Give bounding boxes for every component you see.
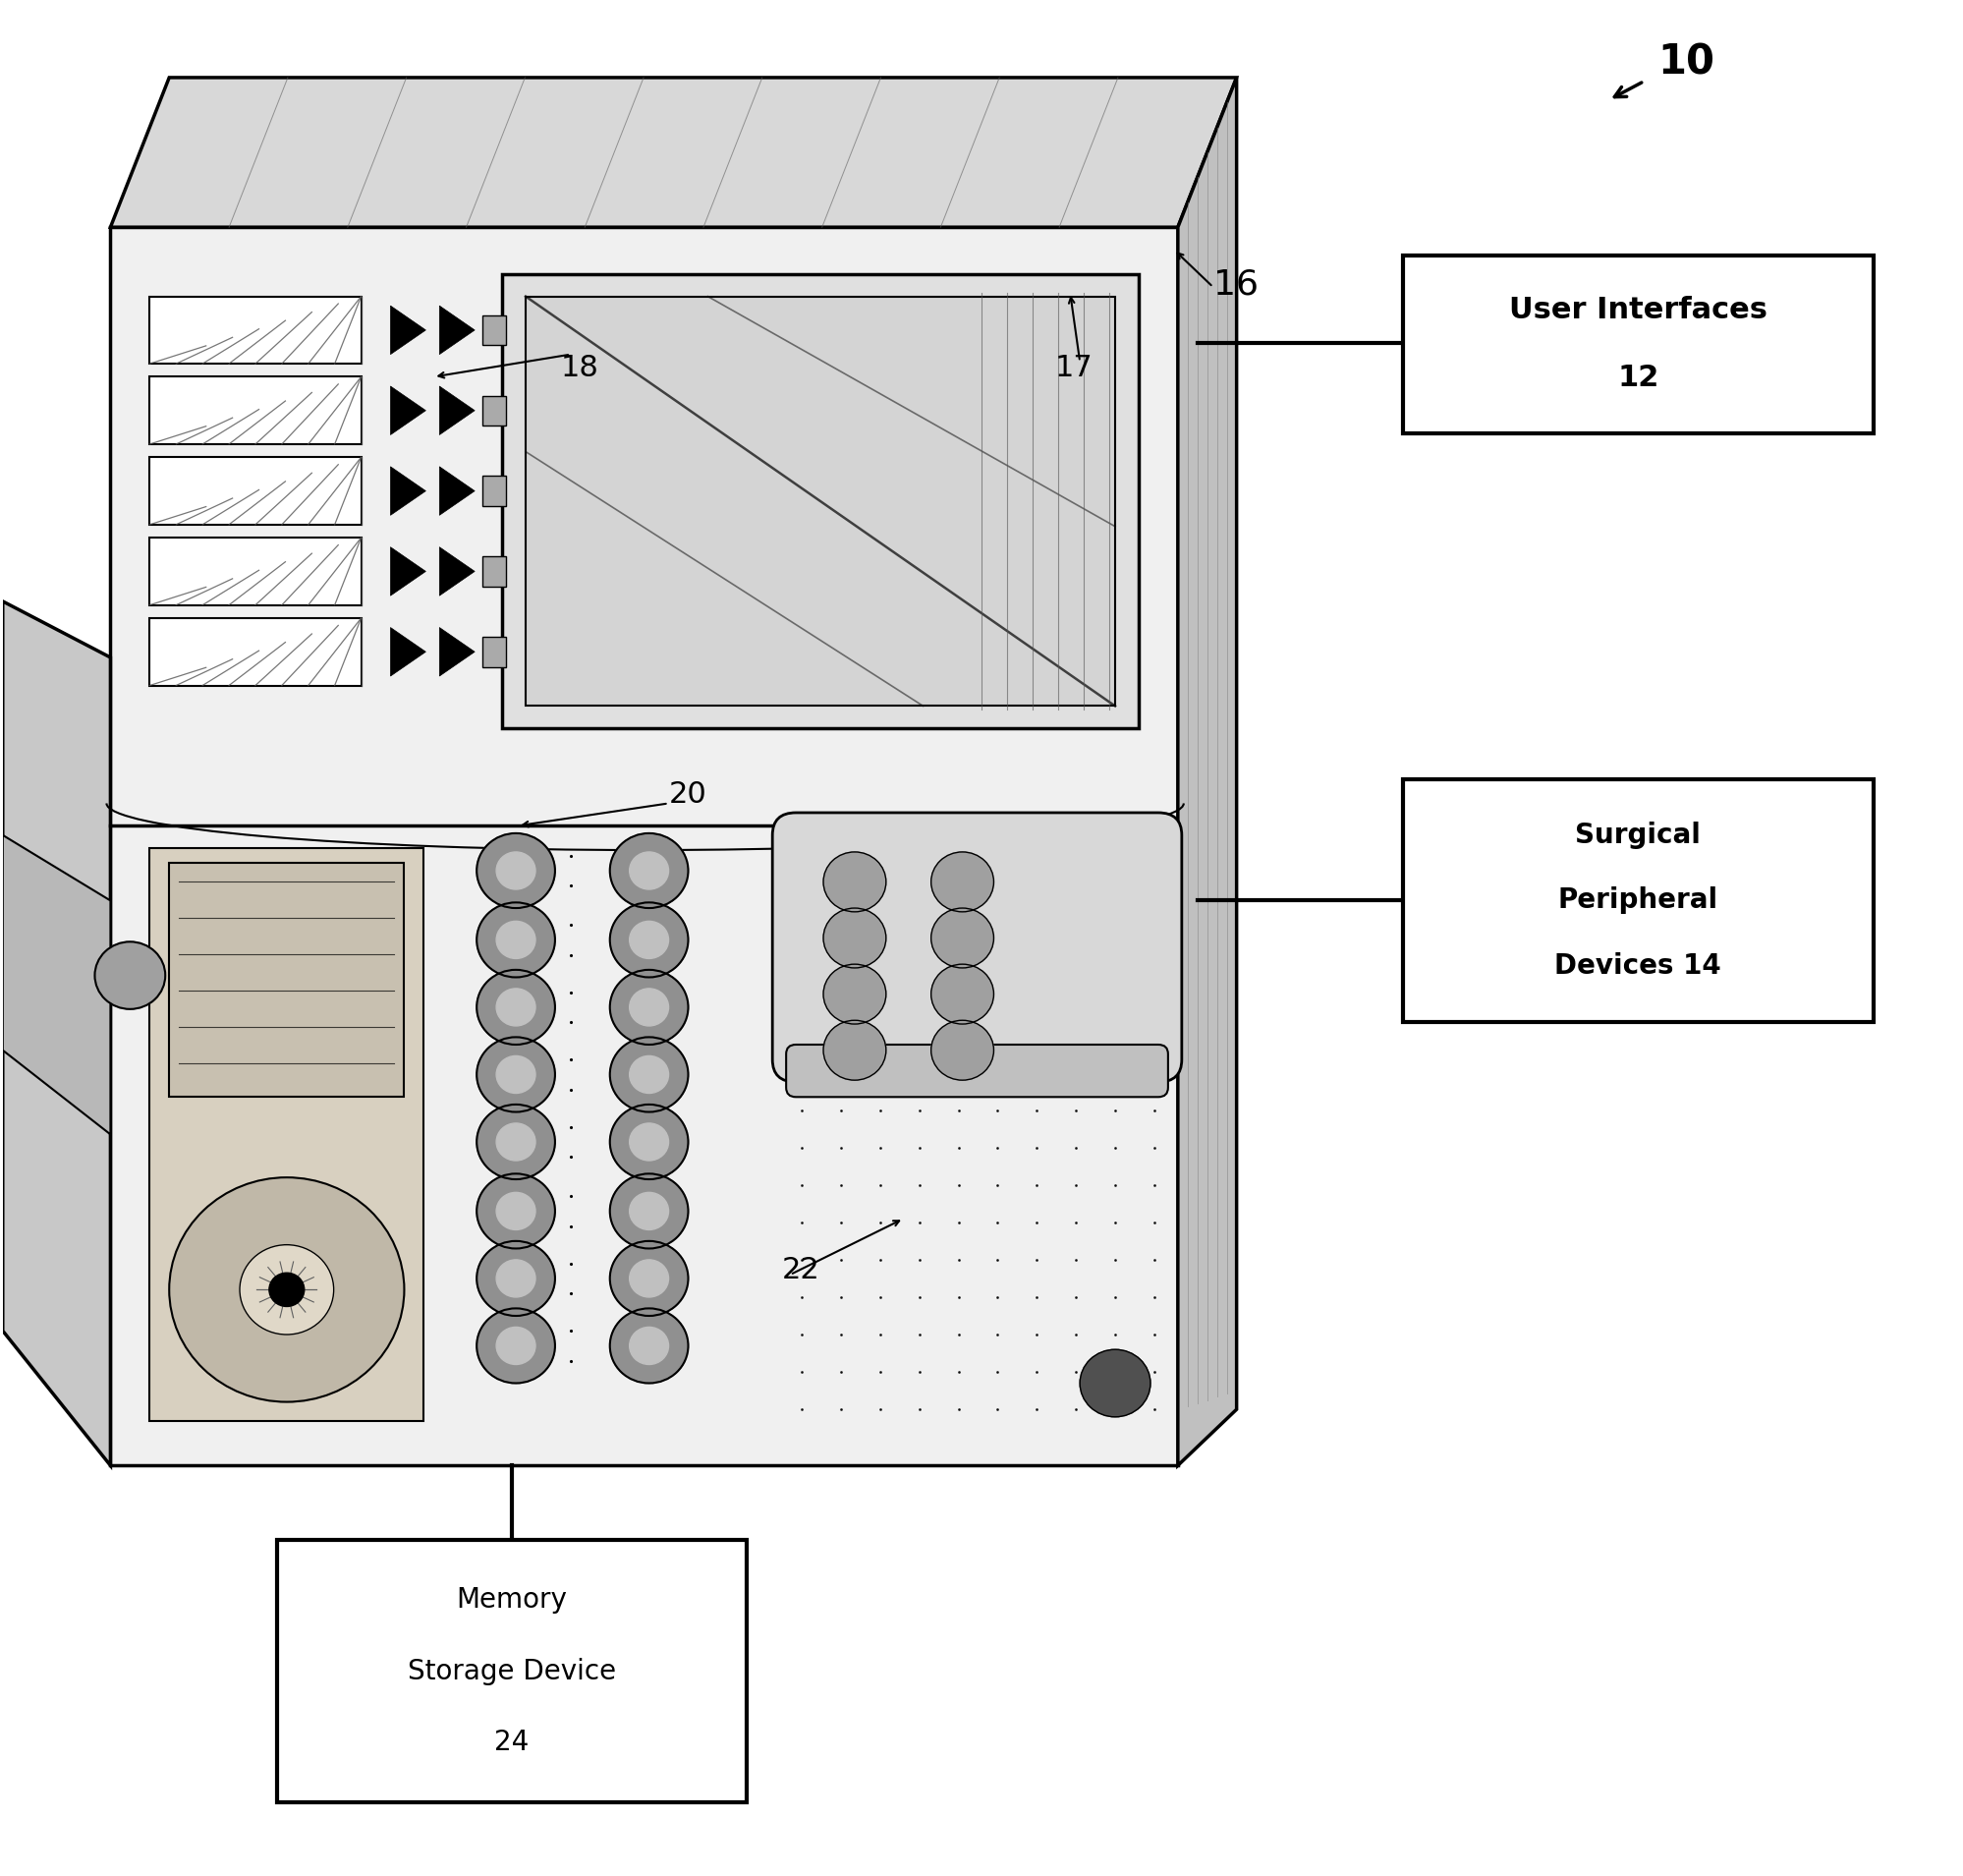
Polygon shape [2,602,110,1465]
Circle shape [610,1242,687,1315]
Polygon shape [391,467,426,516]
Text: 18: 18 [561,355,599,383]
FancyBboxPatch shape [785,1045,1168,1097]
Circle shape [477,1105,556,1180]
Circle shape [630,1326,667,1364]
Polygon shape [2,835,110,1135]
Circle shape [169,1178,404,1401]
Circle shape [610,1037,687,1112]
Text: Devices 14: Devices 14 [1555,953,1722,979]
Bar [169,863,404,1097]
Circle shape [477,970,556,1045]
Text: 17: 17 [1054,355,1091,383]
Circle shape [630,1259,667,1296]
Bar [149,617,361,685]
Bar [483,636,506,666]
Circle shape [930,1021,993,1081]
Bar [149,538,361,606]
Text: 24: 24 [495,1728,528,1756]
Polygon shape [440,627,475,675]
Circle shape [477,1037,556,1112]
Circle shape [477,833,556,908]
Circle shape [630,852,667,889]
Circle shape [497,1193,536,1231]
Circle shape [630,1124,667,1161]
Circle shape [930,908,993,968]
Circle shape [610,970,687,1045]
Bar [483,315,506,345]
Polygon shape [391,386,426,435]
Text: 16: 16 [1213,268,1258,302]
Text: Memory: Memory [455,1587,567,1613]
Circle shape [477,1308,556,1383]
Bar [149,458,361,525]
Bar [1402,779,1873,1022]
Bar [277,1540,746,1803]
Text: 22: 22 [781,1255,821,1285]
Circle shape [1080,1349,1150,1416]
Circle shape [477,1174,556,1249]
Circle shape [477,1242,556,1315]
Circle shape [497,1326,536,1364]
Polygon shape [391,548,426,597]
Circle shape [610,1174,687,1249]
Circle shape [497,852,536,889]
Polygon shape [149,848,424,1420]
Circle shape [497,921,536,959]
Polygon shape [440,386,475,435]
Polygon shape [110,227,1178,1465]
Circle shape [239,1246,334,1334]
Bar [483,557,506,587]
Polygon shape [110,77,1237,227]
Polygon shape [1178,77,1237,1465]
Polygon shape [391,627,426,675]
Text: Peripheral: Peripheral [1557,887,1718,914]
Circle shape [822,852,885,912]
Circle shape [930,852,993,912]
Circle shape [630,1056,667,1094]
Polygon shape [391,306,426,355]
Circle shape [497,1056,536,1094]
Circle shape [630,989,667,1026]
Polygon shape [440,306,475,355]
Circle shape [610,833,687,908]
Bar [1402,255,1873,433]
Text: Surgical: Surgical [1574,822,1700,848]
Circle shape [822,1021,885,1081]
Bar [483,477,506,507]
Text: User Interfaces: User Interfaces [1508,296,1767,325]
Polygon shape [440,548,475,597]
Circle shape [630,1193,667,1231]
Circle shape [610,1105,687,1180]
FancyBboxPatch shape [771,812,1182,1082]
Polygon shape [503,274,1139,728]
Bar [149,296,361,364]
Circle shape [822,964,885,1024]
Circle shape [610,902,687,977]
Circle shape [497,1124,536,1161]
Text: 10: 10 [1657,41,1714,83]
Text: 20: 20 [667,780,707,809]
Circle shape [497,1259,536,1296]
Circle shape [94,942,165,1009]
Bar [483,396,506,426]
Text: 12: 12 [1616,364,1659,392]
Circle shape [822,908,885,968]
Circle shape [269,1272,304,1306]
Circle shape [930,964,993,1024]
Circle shape [630,921,667,959]
Bar [149,377,361,445]
Polygon shape [440,467,475,516]
Polygon shape [526,296,1115,705]
Circle shape [497,989,536,1026]
Circle shape [610,1308,687,1383]
Text: Storage Device: Storage Device [408,1658,616,1685]
Circle shape [477,902,556,977]
